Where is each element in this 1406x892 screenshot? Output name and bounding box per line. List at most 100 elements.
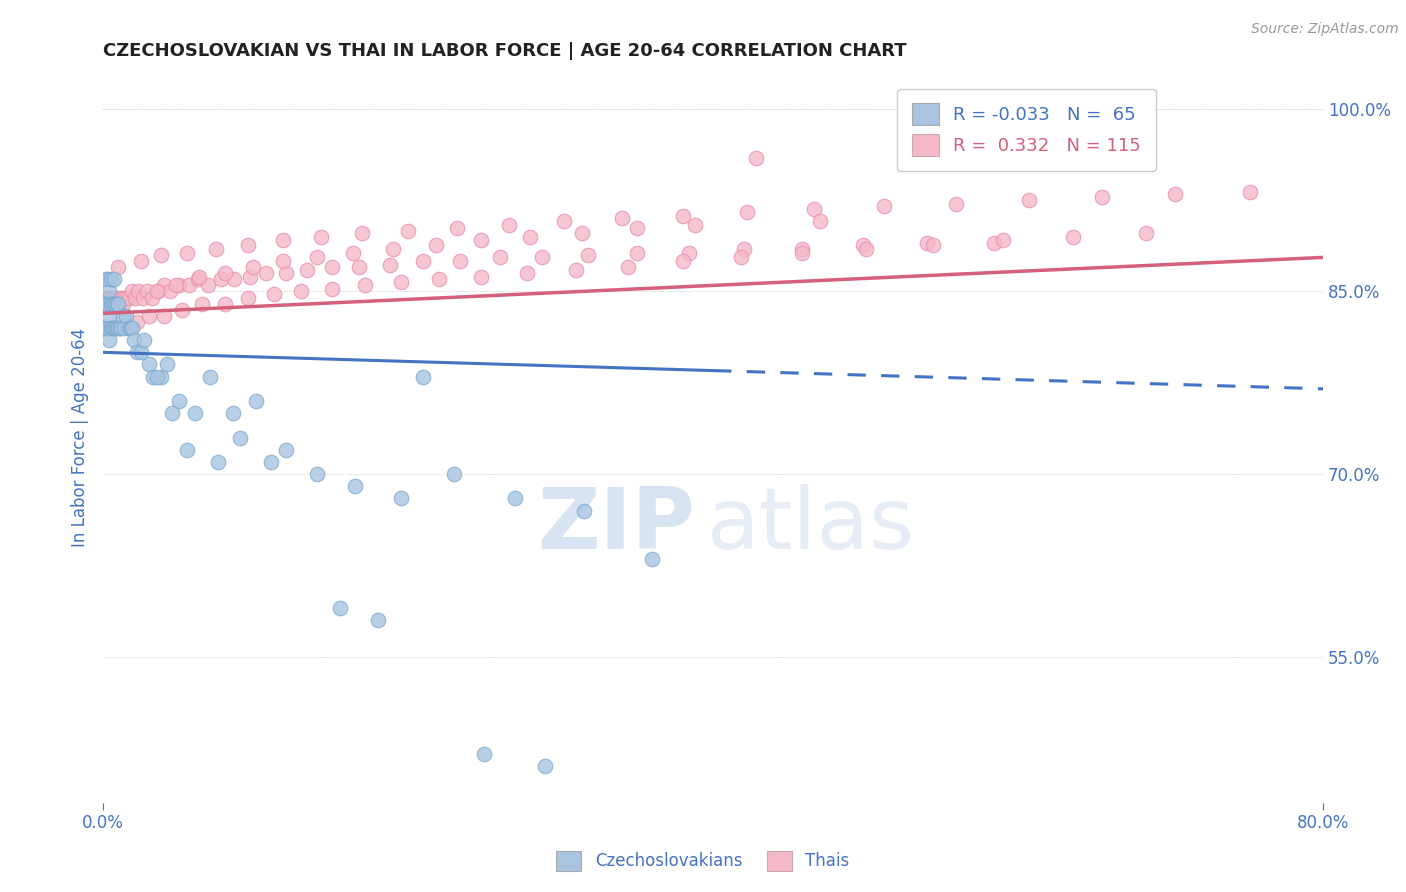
Point bbox=[425, 238, 447, 252]
Point bbox=[114, 321, 136, 335]
Point bbox=[427, 272, 450, 286]
Point bbox=[110, 321, 132, 335]
Point bbox=[626, 245, 648, 260]
Point bbox=[172, 302, 194, 317]
Point bbox=[276, 266, 298, 280]
Point bbox=[111, 309, 134, 323]
Point bbox=[449, 254, 471, 268]
Point bbox=[96, 291, 118, 305]
Point bbox=[1135, 226, 1157, 240]
Point bbox=[150, 248, 173, 262]
Legend: Czechoslovakians, Thais: Czechoslovakians, Thais bbox=[548, 842, 858, 880]
Point bbox=[103, 321, 125, 335]
Point bbox=[122, 333, 145, 347]
Text: ZIP: ZIP bbox=[537, 483, 695, 566]
Point bbox=[101, 296, 124, 310]
Point bbox=[124, 291, 146, 305]
Point bbox=[238, 269, 260, 284]
Point bbox=[103, 291, 125, 305]
Point bbox=[115, 321, 138, 335]
Point bbox=[553, 214, 575, 228]
Point bbox=[97, 296, 120, 310]
Point bbox=[160, 406, 183, 420]
Point bbox=[105, 296, 128, 310]
Point bbox=[125, 315, 148, 329]
Point bbox=[852, 238, 875, 252]
Point bbox=[378, 258, 401, 272]
Point bbox=[97, 272, 120, 286]
Point bbox=[470, 269, 492, 284]
Point bbox=[945, 197, 967, 211]
Point bbox=[1239, 185, 1261, 199]
Point bbox=[389, 491, 412, 506]
Point bbox=[678, 245, 700, 260]
Point bbox=[207, 455, 229, 469]
Point bbox=[236, 238, 259, 252]
Y-axis label: In Labor Force | Age 20-64: In Labor Force | Age 20-64 bbox=[72, 328, 89, 547]
Point bbox=[176, 245, 198, 260]
Point bbox=[93, 321, 115, 335]
Point bbox=[572, 503, 595, 517]
Point bbox=[121, 285, 143, 299]
Point bbox=[153, 278, 176, 293]
Point bbox=[443, 467, 465, 481]
Point bbox=[156, 358, 179, 372]
Point bbox=[263, 286, 285, 301]
Point bbox=[96, 321, 118, 335]
Point bbox=[236, 291, 259, 305]
Point bbox=[138, 358, 160, 372]
Point bbox=[683, 218, 706, 232]
Point bbox=[120, 321, 142, 335]
Point bbox=[105, 296, 128, 310]
Point bbox=[96, 296, 118, 310]
Point bbox=[309, 229, 332, 244]
Point bbox=[150, 369, 173, 384]
Point bbox=[142, 369, 165, 384]
Point bbox=[808, 214, 831, 228]
Point bbox=[187, 272, 209, 286]
Point bbox=[136, 285, 159, 299]
Point bbox=[125, 345, 148, 359]
Point bbox=[626, 221, 648, 235]
Point bbox=[214, 266, 236, 280]
Point bbox=[141, 291, 163, 305]
Point bbox=[229, 430, 252, 444]
Point bbox=[107, 321, 129, 335]
Point bbox=[519, 229, 541, 244]
Point bbox=[98, 333, 121, 347]
Point bbox=[107, 260, 129, 274]
Point bbox=[103, 272, 125, 286]
Point bbox=[321, 260, 343, 274]
Point bbox=[100, 291, 122, 305]
Point bbox=[97, 296, 120, 310]
Point bbox=[118, 321, 141, 335]
Point bbox=[254, 266, 277, 280]
Point bbox=[576, 248, 599, 262]
Point bbox=[297, 262, 319, 277]
Point bbox=[352, 226, 374, 240]
Point bbox=[290, 285, 312, 299]
Point bbox=[100, 296, 122, 310]
Point bbox=[111, 296, 134, 310]
Point bbox=[198, 369, 221, 384]
Point bbox=[108, 291, 131, 305]
Point bbox=[534, 759, 557, 773]
Point bbox=[118, 291, 141, 305]
Text: atlas: atlas bbox=[707, 483, 915, 566]
Point bbox=[104, 296, 127, 310]
Point bbox=[115, 291, 138, 305]
Point bbox=[342, 245, 364, 260]
Point bbox=[983, 235, 1005, 250]
Point bbox=[446, 221, 468, 235]
Point bbox=[98, 309, 121, 323]
Point bbox=[367, 613, 389, 627]
Point bbox=[159, 285, 181, 299]
Point bbox=[354, 278, 377, 293]
Point bbox=[177, 278, 200, 293]
Point bbox=[121, 321, 143, 335]
Point bbox=[733, 242, 755, 256]
Point bbox=[104, 321, 127, 335]
Point bbox=[108, 321, 131, 335]
Point bbox=[107, 296, 129, 310]
Point bbox=[101, 321, 124, 335]
